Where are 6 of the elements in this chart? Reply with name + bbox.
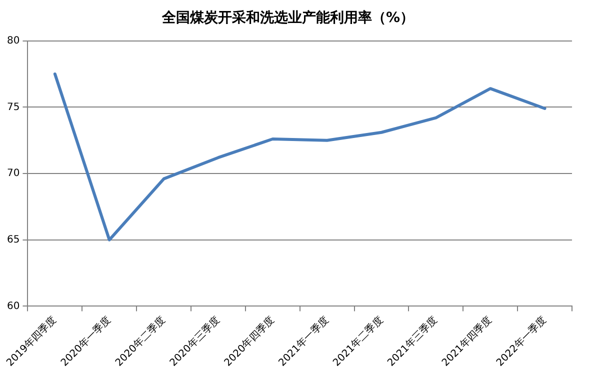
chart-title: 全国煤炭开采和洗选业产能利用率（%） bbox=[160, 9, 414, 26]
y-tick-label: 60 bbox=[6, 300, 20, 312]
y-tick-label: 70 bbox=[6, 168, 20, 180]
y-tick-label: 75 bbox=[6, 102, 20, 113]
y-tick-label: 65 bbox=[6, 234, 20, 246]
y-tick-label: 80 bbox=[6, 35, 20, 46]
